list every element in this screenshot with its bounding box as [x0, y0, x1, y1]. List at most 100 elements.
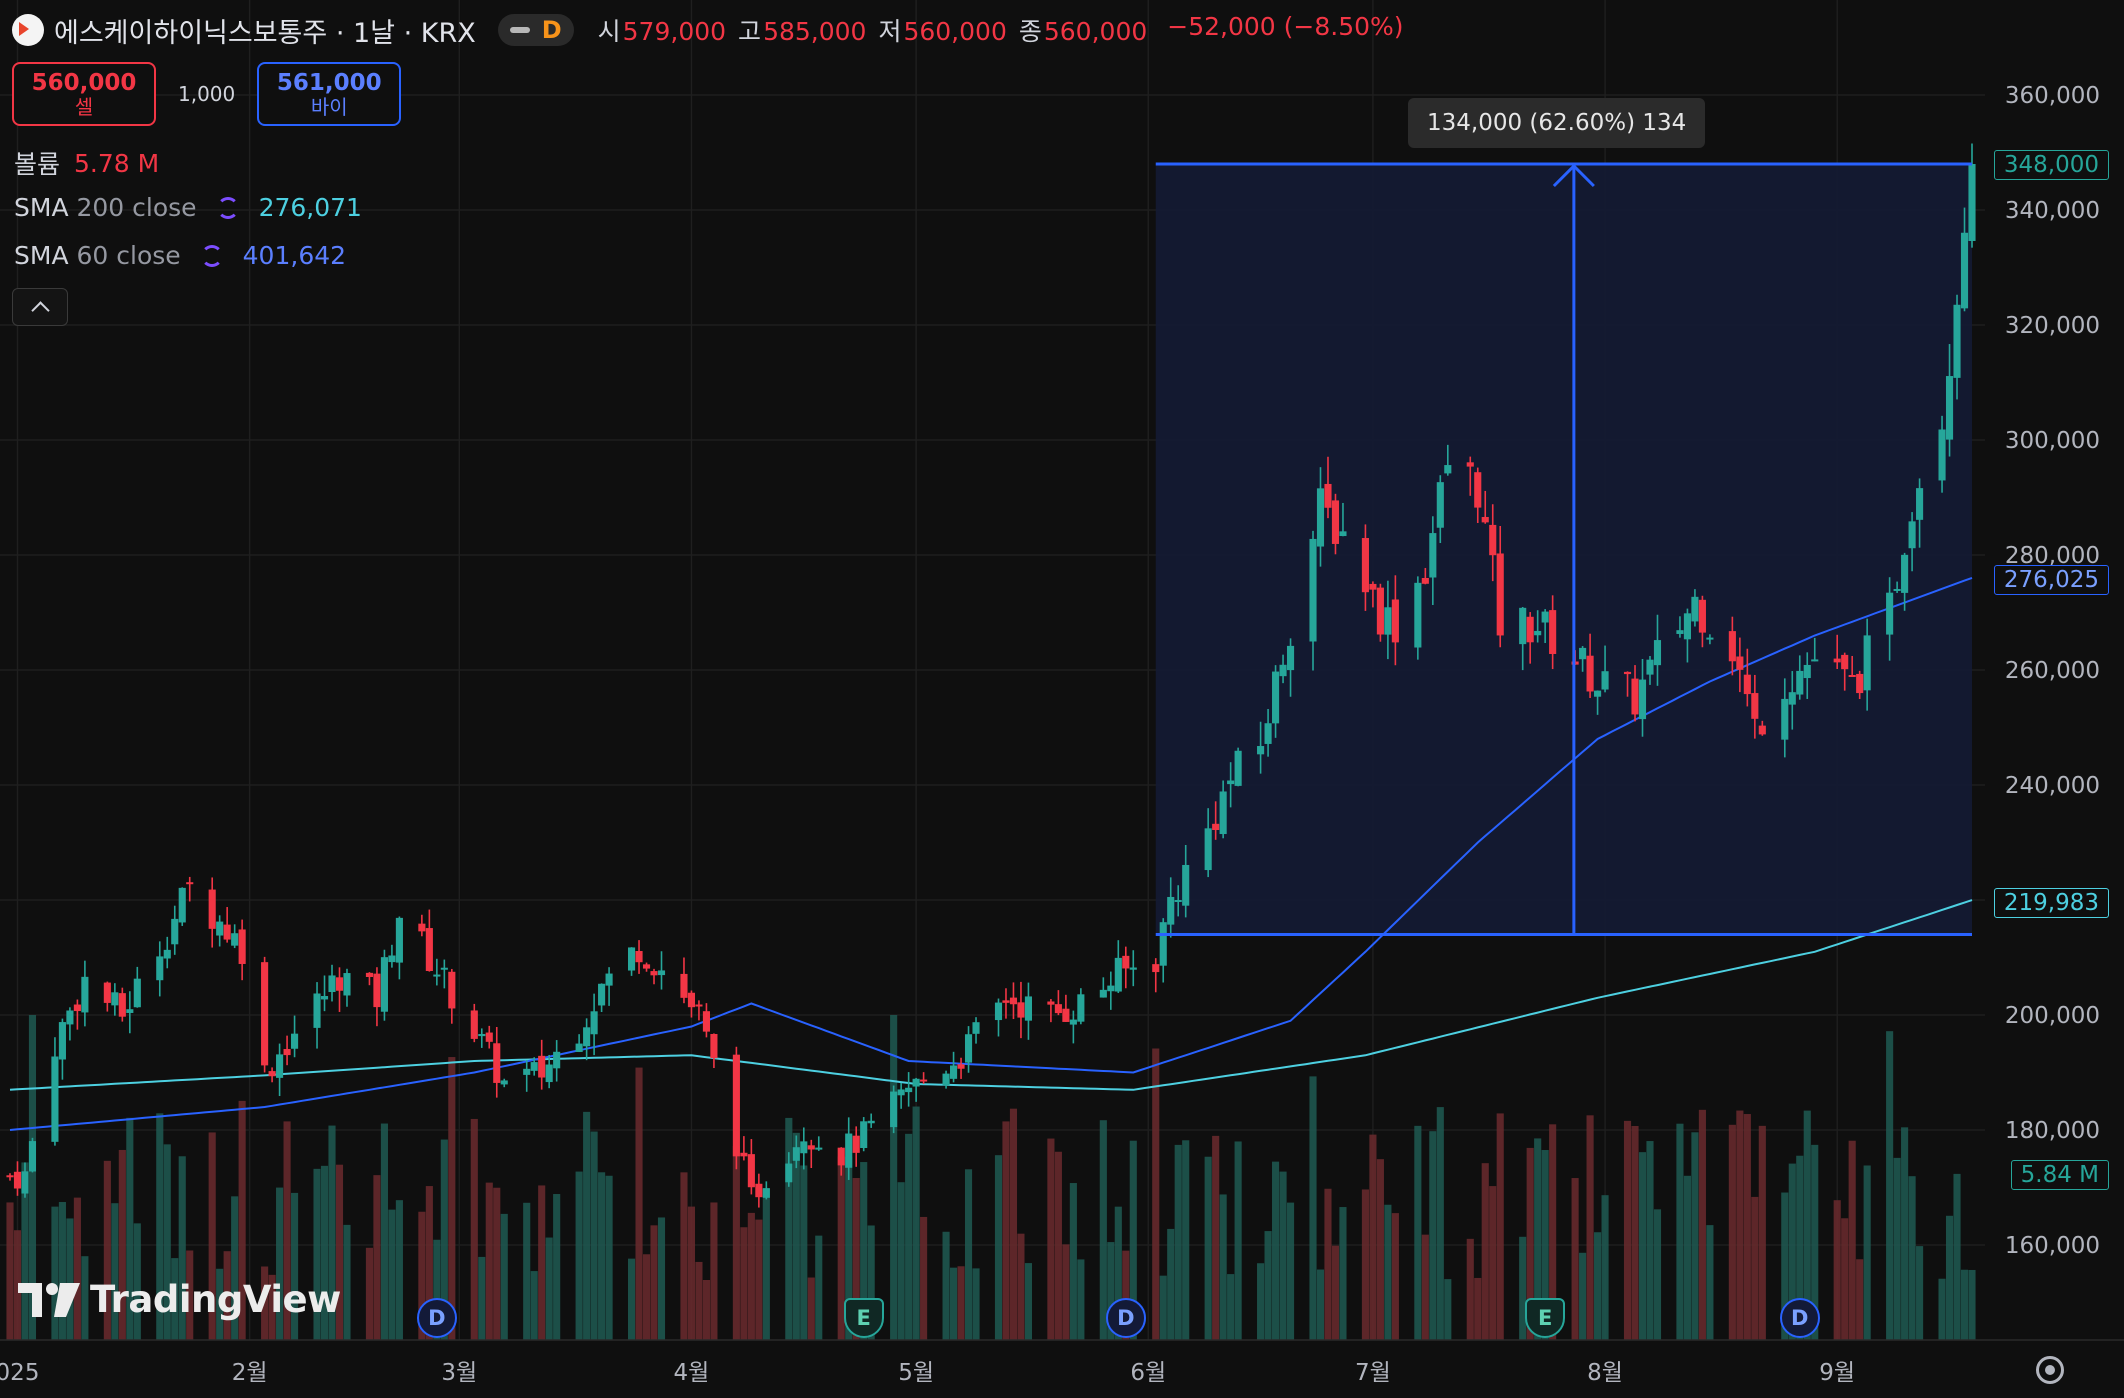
- candle-body: [1114, 957, 1122, 992]
- volume-bar: [852, 1178, 860, 1340]
- volume-bar: [785, 1117, 793, 1340]
- measure-range-lines[interactable]: [1155, 162, 1972, 936]
- collapse-legend-button[interactable]: [12, 288, 68, 326]
- candle-body: [905, 1087, 913, 1093]
- refresh-icon[interactable]: [216, 196, 239, 219]
- buy-button[interactable]: 561,000 바이: [257, 62, 402, 126]
- candle-body: [1601, 671, 1609, 690]
- candle-body: [1489, 524, 1497, 556]
- volume-bar: [1758, 1125, 1766, 1340]
- candle-body: [680, 973, 688, 998]
- dividend-event-marker[interactable]: D: [1105, 1298, 1146, 1338]
- volume-bar: [81, 1256, 89, 1340]
- volume-bar: [223, 1251, 231, 1340]
- gear-icon[interactable]: [2036, 1356, 2064, 1384]
- dividend-event-marker[interactable]: D: [416, 1298, 457, 1338]
- candle-body: [425, 928, 433, 972]
- candle-body: [942, 1073, 950, 1086]
- legend-sma60[interactable]: SMA 60 close 401,642: [14, 241, 346, 270]
- dividend-event-marker[interactable]: D: [1779, 1298, 1820, 1338]
- measure-range-box[interactable]: [1155, 164, 1972, 935]
- volume-bar: [657, 1217, 666, 1340]
- candle-body: [13, 1171, 22, 1189]
- volume-bar: [1736, 1110, 1744, 1340]
- legend-sma200[interactable]: SMA 200 close 276,071: [14, 193, 362, 222]
- volume-bar: [897, 1182, 905, 1340]
- candle-body: [1234, 750, 1242, 786]
- volume-bar: [111, 1203, 119, 1340]
- volume-bar: [1152, 1048, 1160, 1340]
- volume-bar: [1968, 1269, 1976, 1340]
- volume-bar: [216, 1268, 224, 1340]
- candle-body: [897, 1089, 905, 1096]
- refresh-icon[interactable]: [200, 244, 223, 267]
- volume-bar: [493, 1187, 501, 1340]
- candle-body: [440, 967, 448, 970]
- legend-volume[interactable]: 볼륨 5.78 M: [14, 145, 159, 181]
- time-tick-label: 5월: [898, 1360, 934, 1386]
- candle-body: [1369, 583, 1377, 590]
- volume-bar: [1331, 1245, 1340, 1340]
- volume-bar: [1077, 1259, 1085, 1340]
- candle-body: [1047, 1001, 1055, 1005]
- candle-body: [1811, 659, 1819, 662]
- time-tick-label: 7월: [1355, 1360, 1391, 1386]
- candle-body: [1331, 500, 1340, 544]
- volume-bar: [1384, 1204, 1392, 1340]
- volume-bar: [1788, 1163, 1796, 1340]
- candle-body: [1579, 647, 1587, 660]
- candle-body: [523, 1068, 531, 1075]
- candle-body: [1968, 164, 1976, 242]
- candle-body: [1908, 521, 1916, 549]
- candle-body: [710, 1034, 718, 1059]
- volume-bar: [1796, 1155, 1804, 1340]
- candle-body: [1534, 630, 1542, 636]
- candle-body: [1676, 630, 1684, 634]
- volume-bar: [1444, 1279, 1452, 1340]
- interval-pill[interactable]: D: [497, 14, 574, 46]
- candle-body: [1848, 674, 1856, 677]
- interval-badge: D: [541, 16, 562, 44]
- volume-bar: [1489, 1186, 1497, 1340]
- candle-body: [1803, 664, 1811, 679]
- candle-body: [1017, 1002, 1025, 1018]
- volume-bar: [1901, 1127, 1909, 1340]
- price-tick-label: 160,000: [2005, 1233, 2100, 1259]
- volume-bar: [1938, 1278, 1946, 1340]
- volume-bar: [380, 1123, 388, 1340]
- candlesticks: [6, 143, 1976, 1208]
- candle-body: [964, 1034, 973, 1063]
- candle-body: [687, 992, 696, 1008]
- candle-body: [740, 1152, 748, 1157]
- volume-bar: [957, 1266, 965, 1340]
- candle-body: [545, 1064, 553, 1083]
- sell-button[interactable]: 560,000 셀: [12, 62, 156, 126]
- ohlc-close: 종560,000: [1018, 17, 1148, 46]
- candle-body: [478, 1033, 486, 1037]
- volume-bar: [448, 1057, 456, 1340]
- volume-bar: [523, 1202, 531, 1340]
- candle-body: [590, 1011, 598, 1035]
- candle-body: [1421, 577, 1429, 584]
- volume-bar: [538, 1185, 546, 1340]
- volume-bar: [1893, 1157, 1901, 1340]
- earnings-event-marker[interactable]: E: [843, 1298, 884, 1338]
- volume-bar: [755, 1219, 763, 1340]
- volume-bar: [1167, 1228, 1175, 1340]
- volume-bar: [1541, 1150, 1549, 1340]
- price-tag-volume: 5.84 M: [2010, 1160, 2109, 1190]
- candle-body: [815, 1147, 823, 1150]
- trade-panel: 560,000 셀 1,000 561,000 바이: [12, 62, 402, 126]
- volume-bar: [1309, 1076, 1317, 1340]
- volume-bar: [837, 1156, 845, 1340]
- volume-bar: [912, 1106, 920, 1340]
- candle-body: [860, 1121, 868, 1149]
- volume-bar: [695, 1261, 703, 1340]
- symbol-title[interactable]: 에스케이하이닉스보통주 · 1날 · KRX: [54, 17, 476, 49]
- order-quantity[interactable]: 1,000: [178, 82, 236, 106]
- volume-bar: [1571, 1178, 1579, 1340]
- earnings-event-marker[interactable]: E: [1525, 1298, 1566, 1338]
- volume-bar: [1369, 1134, 1377, 1340]
- candle-body: [1863, 635, 1871, 691]
